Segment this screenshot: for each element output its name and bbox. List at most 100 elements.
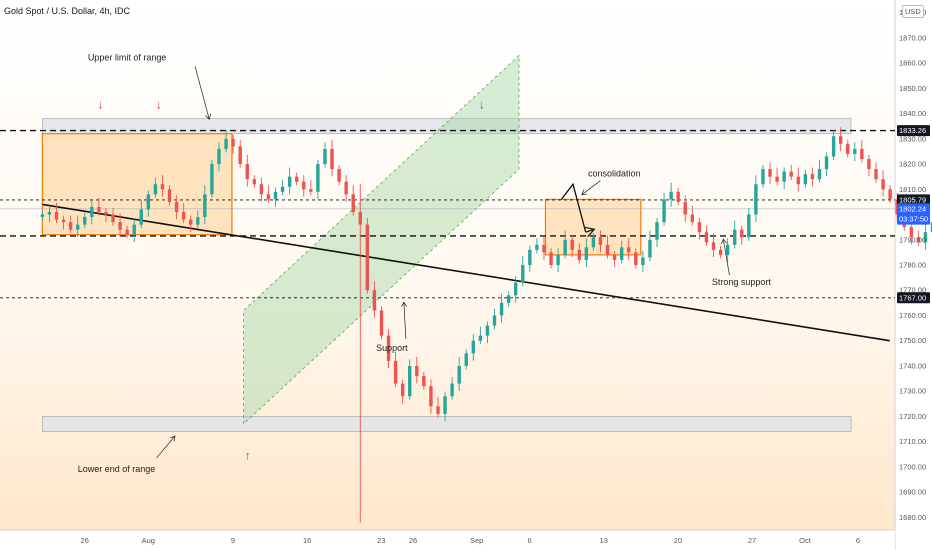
candle-body xyxy=(909,227,914,238)
candle-body xyxy=(846,143,850,154)
candle-body xyxy=(280,186,285,192)
candle-body xyxy=(238,146,242,165)
candle-body xyxy=(775,176,779,182)
candle-body xyxy=(789,171,793,177)
candle-body xyxy=(471,340,476,354)
candle-body xyxy=(125,229,129,235)
y-tick-label: 1730.00 xyxy=(899,387,926,396)
candle-body xyxy=(733,229,737,245)
x-tick-label: 26 xyxy=(81,536,89,545)
y-tick-label: 1850.00 xyxy=(899,84,926,93)
candle-body xyxy=(704,232,709,243)
candle-body xyxy=(740,229,744,238)
projection-path xyxy=(560,182,587,233)
candle-body xyxy=(273,191,278,200)
price-axis-panel xyxy=(895,0,932,550)
candle-body xyxy=(676,191,680,202)
candle-body xyxy=(217,148,221,165)
candle-body xyxy=(464,353,468,366)
candle-body xyxy=(867,159,871,170)
candle-body xyxy=(874,169,878,180)
y-tick-label: 1810.00 xyxy=(899,185,926,194)
candle-body xyxy=(287,176,292,187)
previous-range-box xyxy=(41,133,233,236)
candle-body xyxy=(591,237,596,248)
candle-body xyxy=(47,212,52,215)
annotation-label: Lower end of range xyxy=(78,464,156,474)
candle-body xyxy=(916,237,921,243)
candle-body xyxy=(853,148,857,154)
candle-body xyxy=(499,302,504,316)
candle-body xyxy=(747,214,751,238)
candle-body xyxy=(627,247,631,253)
candle-body xyxy=(365,224,370,291)
candle-body xyxy=(104,212,108,215)
candle-body xyxy=(118,222,122,230)
x-tick-label: Aug xyxy=(142,536,155,545)
candle-body xyxy=(803,174,808,185)
candle-body xyxy=(612,254,617,260)
candle-body xyxy=(372,290,377,311)
x-tick-label: 26 xyxy=(409,536,417,545)
descending-trendline xyxy=(42,203,890,342)
candle-body xyxy=(429,386,433,407)
candle-body xyxy=(485,325,490,336)
price-tag xyxy=(897,213,930,225)
candle-body xyxy=(309,189,313,192)
y-tick-label: 1830.00 xyxy=(899,134,926,143)
y-tick-label: 1720.00 xyxy=(899,412,926,421)
annotation-pointer xyxy=(194,66,209,119)
x-tick-label: 13 xyxy=(600,536,608,545)
candle-body xyxy=(711,242,716,250)
candle-body xyxy=(252,179,257,185)
candle-body xyxy=(514,282,518,296)
y-tick-label: 1790.00 xyxy=(899,235,926,244)
candle-body xyxy=(577,249,581,260)
price-tag xyxy=(897,194,930,206)
candle-body xyxy=(824,156,829,170)
candle-body xyxy=(881,179,885,190)
candle-body xyxy=(408,365,412,397)
candle-body xyxy=(393,360,398,384)
candle-body xyxy=(379,310,384,336)
candle-body xyxy=(351,194,355,212)
x-tick-label: 20 xyxy=(674,536,682,545)
candle-body xyxy=(139,209,143,225)
x-tick-label: Oct xyxy=(799,536,812,545)
candle-body xyxy=(266,194,271,200)
candle-body xyxy=(683,201,687,215)
candle-body xyxy=(316,164,320,192)
candle-body xyxy=(817,169,822,180)
price-tag-label: 1767.00 xyxy=(899,293,926,302)
candle-body xyxy=(796,176,800,185)
candle-body xyxy=(718,249,723,255)
candle-body xyxy=(189,219,193,225)
y-tick-label: 1750.00 xyxy=(899,336,926,345)
candle-body xyxy=(930,222,932,233)
candle-body xyxy=(75,224,80,230)
currency-button[interactable]: USD xyxy=(902,5,924,18)
candle-body xyxy=(196,217,200,225)
candle-body xyxy=(330,148,334,170)
price-tag-label: 1802.24 xyxy=(899,204,926,213)
candle-body xyxy=(478,335,483,341)
candle-body xyxy=(400,383,405,397)
candle-body xyxy=(83,217,87,225)
candle-body xyxy=(923,232,928,243)
candle-body xyxy=(132,224,136,235)
candle-body xyxy=(662,199,666,223)
candle-body xyxy=(174,201,179,212)
x-tick-label: Sep xyxy=(470,536,483,545)
candle-body xyxy=(535,244,539,250)
x-tick-label: 16 xyxy=(303,536,311,545)
candle-body xyxy=(97,206,101,212)
candle-body xyxy=(450,383,454,397)
candle-body xyxy=(323,148,327,165)
candle-body xyxy=(584,247,589,260)
candle-body xyxy=(443,396,447,414)
x-tick-label: 6 xyxy=(527,536,531,545)
candle-body xyxy=(619,247,624,260)
time-axis-panel xyxy=(0,530,895,550)
y-tick-label: 1840.00 xyxy=(899,109,926,118)
